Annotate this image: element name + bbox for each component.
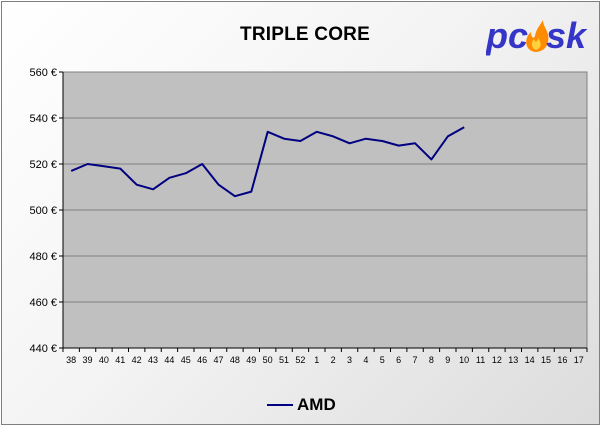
x-tick-label: 45 [181, 355, 191, 365]
flame-core-icon [531, 38, 541, 50]
x-tick-label: 17 [574, 355, 584, 365]
logo-text-right: sk [546, 15, 588, 56]
x-tick-label: 14 [525, 355, 535, 365]
x-tick-label: 42 [132, 355, 142, 365]
x-tick-label: 7 [413, 355, 418, 365]
legend-swatch-amd [267, 404, 293, 406]
x-tick-label: 2 [331, 355, 336, 365]
x-tick-label: 41 [115, 355, 125, 365]
x-tick-label: 51 [279, 355, 289, 365]
x-tick-label: 5 [380, 355, 385, 365]
x-tick-label: 39 [83, 355, 93, 365]
y-tick-label: 460 € [29, 297, 57, 309]
x-tick-label: 10 [459, 355, 469, 365]
x-tick-label: 52 [295, 355, 305, 365]
x-tick-label: 9 [445, 355, 450, 365]
y-tick-label: 480 € [29, 251, 57, 263]
legend-label-amd: AMD [297, 395, 336, 414]
y-tick-label: 440 € [29, 343, 57, 355]
x-tick-label: 12 [492, 355, 502, 365]
y-tick-label: 540 € [29, 113, 57, 125]
x-tick-label: 40 [99, 355, 109, 365]
x-tick-label: 50 [263, 355, 273, 365]
x-tick-label: 13 [508, 355, 518, 365]
x-tick-label: 8 [429, 355, 434, 365]
x-tick-label: 44 [164, 355, 174, 365]
y-tick-label: 560 € [29, 67, 57, 79]
x-tick-label: 1 [314, 355, 319, 365]
x-tick-label: 49 [246, 355, 256, 365]
legend: AMD [267, 394, 336, 416]
x-tick-label: 16 [557, 355, 567, 365]
series-line-amd [70, 126, 465, 198]
flame-icon [526, 20, 549, 52]
x-tick-label: 46 [197, 355, 207, 365]
x-tick-label: 47 [214, 355, 224, 365]
y-tick-label: 520 € [29, 159, 57, 171]
chart-title: TRIPLE CORE [240, 24, 370, 45]
x-tick-label: 4 [363, 355, 368, 365]
x-tick-label: 6 [396, 355, 401, 365]
x-tick-label: 38 [66, 355, 76, 365]
y-tick-label: 500 € [29, 205, 57, 217]
x-tick-label: 3 [347, 355, 352, 365]
x-tick-label: 48 [230, 355, 240, 365]
logo-text-left: pc [486, 15, 528, 56]
x-tick-label: 11 [476, 355, 485, 365]
x-tick-label: 15 [541, 355, 551, 365]
x-tick-label: 43 [148, 355, 158, 365]
pcask-logo: pc sk [486, 15, 588, 56]
